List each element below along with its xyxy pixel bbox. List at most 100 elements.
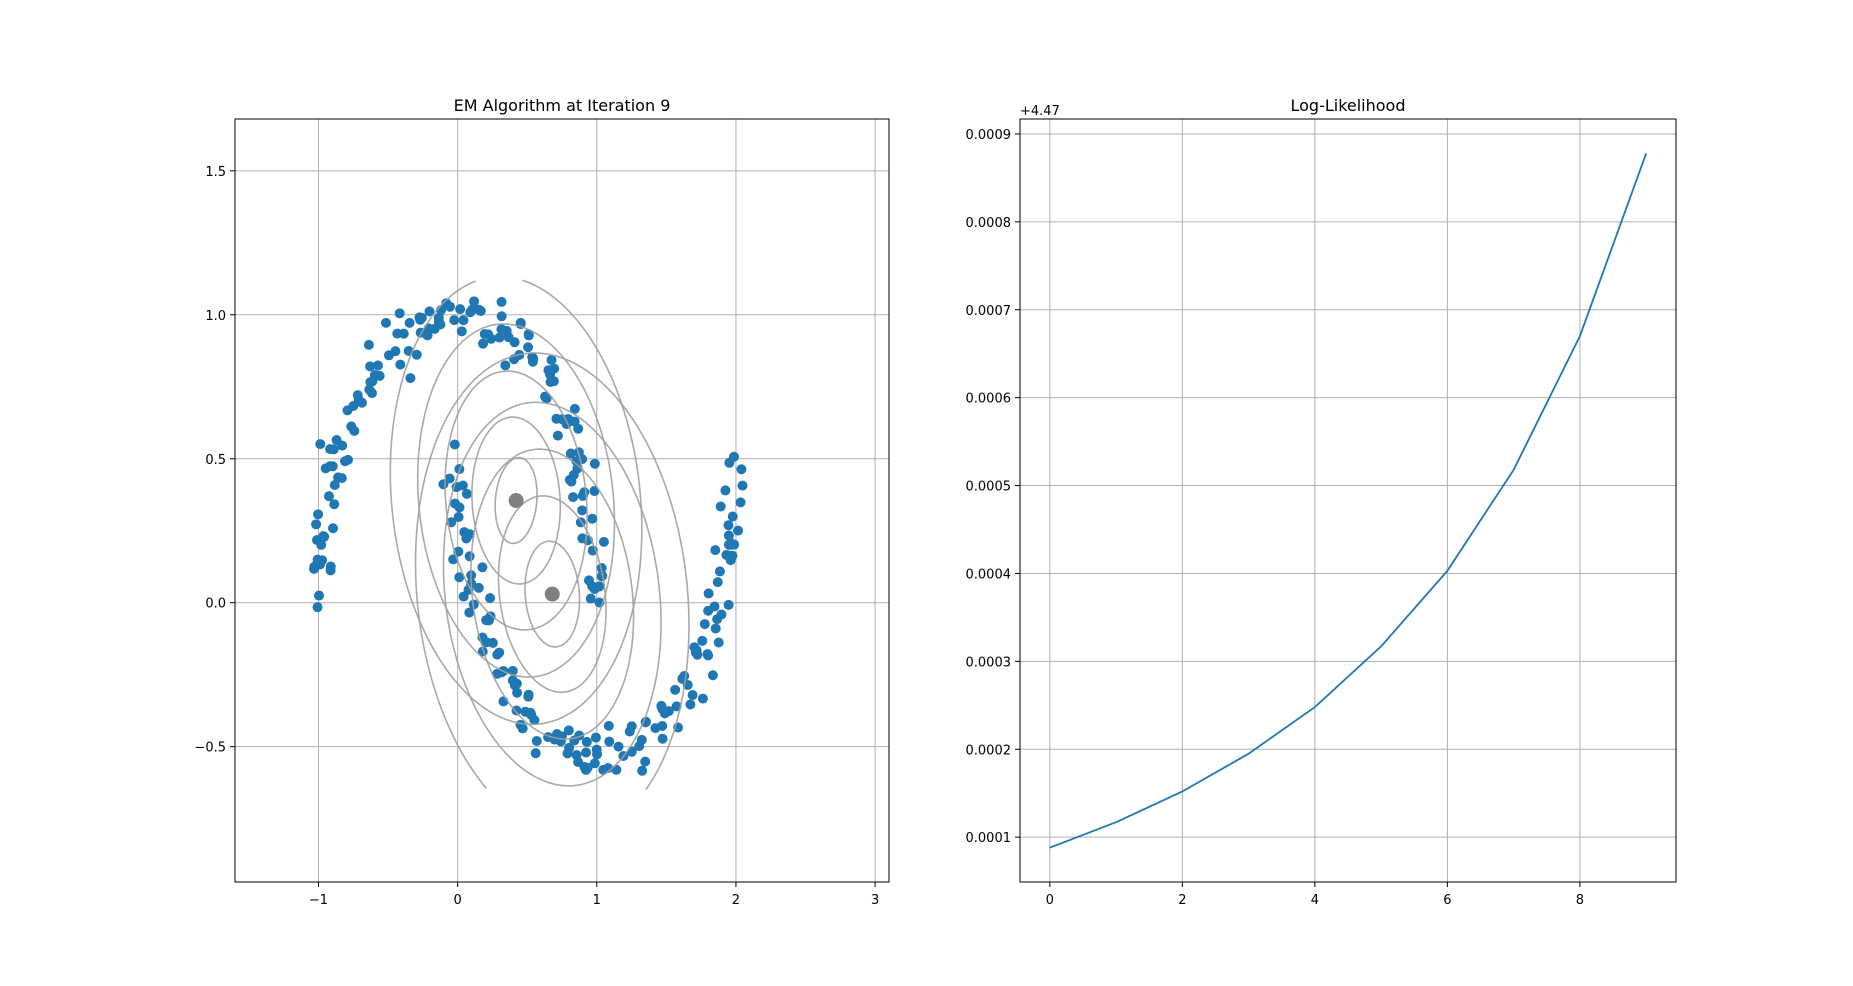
- data-point: [449, 439, 460, 450]
- data-point: [581, 736, 592, 747]
- data-point: [715, 501, 726, 512]
- data-point: [581, 747, 592, 758]
- data-point: [315, 439, 326, 450]
- data-point: [456, 326, 467, 337]
- data-point: [729, 451, 740, 462]
- log-likelihood-panel: 0 2 4 6 8 0.0001 0.0002 0.0003 0.0004 0.0005 0.000…: [966, 96, 1677, 908]
- data-point: [712, 614, 723, 625]
- data-point: [624, 726, 635, 737]
- data-point: [707, 670, 718, 681]
- data-point: [394, 308, 405, 319]
- data-point: [435, 319, 446, 330]
- data-point: [604, 736, 615, 747]
- data-point: [469, 296, 480, 307]
- data-point: [581, 764, 592, 775]
- y-tick-label: 0.0004: [966, 567, 1012, 582]
- y-offset-label: +4.47: [1020, 104, 1060, 119]
- component-mean-marker: [508, 493, 524, 508]
- data-point: [577, 533, 588, 544]
- data-point: [473, 582, 484, 593]
- contour-ellipse: [494, 456, 538, 545]
- data-point: [496, 296, 507, 307]
- data-point: [511, 705, 522, 716]
- contour-ellipse: [471, 416, 562, 585]
- data-point: [523, 330, 534, 341]
- data-point: [352, 390, 363, 401]
- gaussian-contours: [389, 279, 690, 791]
- data-point: [523, 689, 534, 700]
- axis-ticks: 0 2 4 6 8 0.0001 0.0002 0.0003 0.0004 0.0005 0.000…: [966, 128, 1585, 908]
- data-point: [318, 531, 329, 542]
- data-point: [657, 733, 668, 744]
- contour-ellipse: [470, 448, 635, 740]
- contour-ellipse: [389, 279, 643, 726]
- contour-ellipse: [414, 352, 690, 791]
- data-point: [500, 360, 511, 371]
- data-point: [494, 647, 505, 658]
- data-point: [596, 571, 607, 582]
- data-point: [636, 734, 647, 745]
- data-point: [568, 492, 579, 503]
- data-point: [569, 403, 580, 414]
- data-points: [309, 296, 748, 776]
- chart-title: Log-Likelihood: [1290, 96, 1405, 115]
- data-point: [685, 699, 696, 710]
- data-point: [405, 373, 416, 384]
- data-point: [342, 405, 353, 416]
- data-point: [727, 511, 738, 522]
- data-point: [461, 533, 472, 544]
- data-point: [720, 485, 731, 496]
- data-point: [509, 680, 520, 691]
- data-point: [546, 354, 557, 365]
- axes-frame: [1019, 118, 1677, 883]
- y-tick-label: 0.0007: [966, 304, 1012, 319]
- data-point: [331, 435, 342, 446]
- y-tick-label: 1.5: [205, 165, 226, 180]
- data-point: [723, 520, 734, 531]
- grid-lines: [1020, 119, 1676, 882]
- data-point: [411, 349, 422, 360]
- grid-lines: [235, 119, 889, 882]
- data-point: [309, 563, 320, 574]
- data-point: [461, 488, 472, 499]
- data-point: [613, 741, 624, 752]
- y-tick-label: 0.0006: [966, 392, 1012, 407]
- data-point: [671, 701, 682, 712]
- data-point: [363, 339, 374, 350]
- data-point: [590, 732, 601, 743]
- data-point: [372, 360, 383, 371]
- x-tick-label: 2: [732, 893, 740, 908]
- data-point: [449, 315, 460, 326]
- data-point: [483, 615, 494, 626]
- data-point: [714, 566, 725, 577]
- data-point: [311, 519, 322, 530]
- data-point: [424, 306, 435, 317]
- x-tick-label: 8: [1576, 893, 1584, 908]
- data-point: [626, 746, 637, 757]
- data-point: [579, 487, 590, 498]
- x-tick-label: 1: [593, 893, 601, 908]
- data-point: [367, 376, 378, 387]
- data-point: [589, 458, 600, 469]
- data-point: [414, 312, 425, 323]
- data-point: [703, 605, 714, 616]
- data-point: [444, 473, 455, 484]
- data-point: [594, 581, 605, 592]
- data-point: [721, 549, 732, 560]
- series-line: [1049, 152, 1648, 849]
- data-point: [723, 599, 734, 610]
- data-point: [465, 307, 476, 318]
- data-point: [713, 637, 724, 648]
- em-scatter-panel: −1 0 1 2 3 −0.5 0.0 0.5 1.0 1.5 EM Algorithm at I…: [194, 96, 890, 908]
- data-point: [398, 328, 409, 339]
- data-point: [458, 591, 469, 602]
- data-point: [530, 748, 541, 759]
- data-point: [735, 497, 746, 508]
- data-point: [517, 723, 528, 734]
- data-point: [464, 551, 475, 562]
- data-point: [320, 463, 331, 474]
- data-point: [374, 370, 385, 381]
- data-point: [531, 735, 542, 746]
